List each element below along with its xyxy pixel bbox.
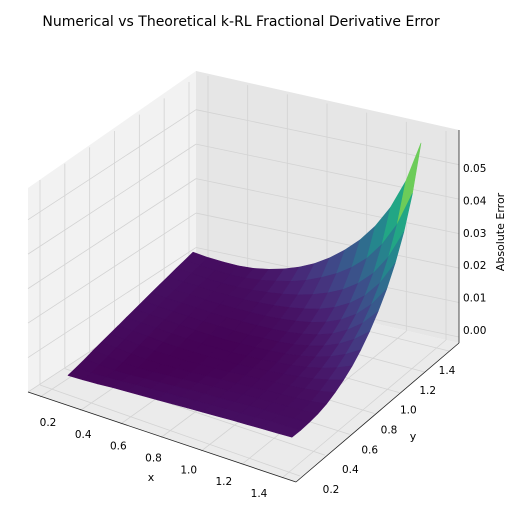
z-grid-line-back xyxy=(195,212,460,269)
y-axis-line xyxy=(295,342,460,483)
z-tick-label: 0.02 xyxy=(463,260,486,272)
y-tick-label: 0.4 xyxy=(342,464,359,476)
z-grid-line-left xyxy=(27,247,197,358)
x-tick-label: 1.4 xyxy=(251,488,268,500)
z-tick-label: 0.01 xyxy=(463,293,486,305)
axis-ticks: 0.20.40.60.81.01.21.4 0.20.40.60.81.01.21… xyxy=(40,163,487,500)
error-surface xyxy=(67,142,422,438)
x-tick-label: 0.2 xyxy=(40,417,57,429)
y-tick-label: 1.4 xyxy=(439,365,456,377)
y-tick-label: 0.6 xyxy=(361,444,378,456)
z-grid-line-left xyxy=(27,178,197,289)
y-tick-label: 1.2 xyxy=(419,385,436,397)
x-tick-label: 0.8 xyxy=(145,453,162,465)
surface-facet xyxy=(276,425,301,438)
left-pane xyxy=(28,71,196,392)
z-tick-label: 0.00 xyxy=(463,325,486,337)
x-grid-line xyxy=(281,339,447,479)
z-grid-line-left xyxy=(27,109,197,221)
z-tick-label: 0.05 xyxy=(463,163,486,175)
z-grid-line-back xyxy=(195,109,460,166)
x-axis-label: x xyxy=(148,471,155,484)
z-grid-line-back xyxy=(195,143,460,200)
z-tick-label: 0.04 xyxy=(463,195,487,207)
chart-title: Numerical vs Theoretical k-RL Fractional… xyxy=(42,14,439,30)
y-tick-label: 0.8 xyxy=(381,425,398,437)
z-grid-line-left xyxy=(27,212,197,324)
x-tick-label: 0.4 xyxy=(75,429,92,441)
z-grid-line-back xyxy=(195,178,460,234)
z-grid-line-left xyxy=(27,143,197,255)
z-axis-label: Absolute Error xyxy=(494,192,507,271)
x-tick-label: 1.2 xyxy=(215,476,232,488)
y-tick-label: 1.0 xyxy=(400,405,417,417)
z-tick-label: 0.03 xyxy=(463,228,486,240)
x-tick-label: 0.6 xyxy=(110,441,127,453)
y-axis-label: y xyxy=(410,430,417,443)
x-tick-label: 1.0 xyxy=(180,464,197,476)
y-grid-line xyxy=(39,384,301,477)
x-axis-line xyxy=(27,391,297,483)
y-tick-label: 0.2 xyxy=(323,484,340,496)
